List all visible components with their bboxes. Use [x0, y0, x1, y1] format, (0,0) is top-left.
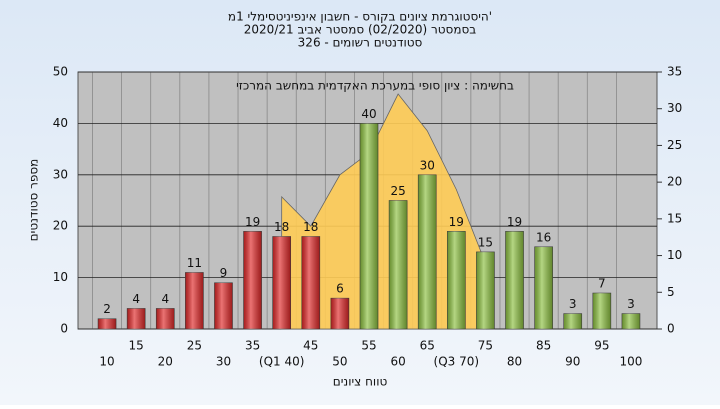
bar-shade	[214, 282, 233, 329]
x-tick-label: 55	[361, 339, 376, 353]
title-line: סטודנטים רשומים - 326	[298, 36, 423, 50]
bar-shade	[505, 231, 524, 329]
x-tick-label: 50	[332, 355, 347, 369]
x-tick-label: 35	[245, 339, 260, 353]
x-tick-label: 25	[187, 339, 202, 353]
data-label: 25	[390, 184, 405, 198]
data-label: 16	[536, 230, 551, 244]
bar-shade	[272, 236, 291, 329]
bar-shade	[592, 293, 611, 329]
y-tick-label: 0	[60, 322, 68, 336]
x-tick-label: 10	[99, 355, 114, 369]
x-tick-label: (Q1 40)	[259, 355, 305, 369]
data-label: 7	[598, 277, 606, 291]
y-tick-label: 50	[53, 65, 68, 79]
y2-tick-label: 0	[667, 322, 675, 336]
bar-shade	[418, 174, 437, 329]
data-label: 3	[627, 297, 635, 311]
data-label: 15	[478, 235, 493, 249]
y2-tick-label: 25	[667, 138, 682, 152]
bar-shade	[330, 298, 349, 329]
data-label: 6	[336, 282, 344, 296]
y2-tick-label: 5	[667, 285, 675, 299]
bar-shade	[185, 272, 204, 329]
x-tick-label: (Q3 70)	[434, 355, 480, 369]
data-label: 9	[220, 266, 228, 280]
data-label: 3	[569, 297, 577, 311]
y2-tick-label: 15	[667, 211, 682, 225]
data-label: 19	[507, 215, 522, 229]
y2-tick-label: 35	[667, 65, 682, 79]
y-tick-label: 30	[53, 167, 68, 181]
x-axis-label: טווח ציונים	[333, 375, 388, 389]
x-tick-label: 100	[619, 355, 642, 369]
x-tick-label: 30	[216, 355, 231, 369]
x-tick-label: 65	[420, 339, 435, 353]
data-label: 30	[420, 158, 435, 172]
title-line: היסטוגרמת ציונים בקורס - חשבון אינפיניטס…	[228, 10, 492, 24]
y-tick-label: 10	[53, 270, 68, 284]
bar-shade	[301, 236, 320, 329]
bar-shade	[447, 231, 466, 329]
x-tick-label: 60	[390, 355, 405, 369]
data-label: 18	[274, 220, 289, 234]
bar-shade	[243, 231, 262, 329]
bar-shade	[98, 318, 117, 329]
bar-shade	[563, 313, 582, 329]
bar-shade	[476, 251, 495, 329]
x-tick-label: 90	[565, 355, 580, 369]
bar-shade	[621, 313, 640, 329]
data-label: 2	[103, 302, 111, 316]
data-label: 4	[132, 292, 140, 306]
title-line: בסמסטר (02/2020) סמסטר אביב 2020/21	[244, 23, 476, 37]
x-tick-label: 95	[594, 339, 609, 353]
x-tick-label: 45	[303, 339, 318, 353]
y-axis-label: מספר סטודנטים	[27, 159, 41, 242]
y2-tick-label: 10	[667, 248, 682, 262]
bar-shade	[389, 200, 408, 329]
y-tick-label: 20	[53, 219, 68, 233]
data-label: 19	[449, 215, 464, 229]
data-label: 11	[187, 256, 202, 270]
x-tick-label: 20	[158, 355, 173, 369]
data-label: 19	[245, 215, 260, 229]
x-tick-label: 15	[129, 339, 144, 353]
data-label: 40	[361, 107, 376, 121]
data-label: 18	[303, 220, 318, 234]
x-tick-label: 80	[507, 355, 522, 369]
bar-shade	[156, 308, 175, 329]
annotation: בחשימה : ציון סופי במערכת האקדמית במחשב …	[236, 79, 514, 93]
bar-shade	[359, 123, 379, 330]
bar-shade	[127, 308, 146, 329]
y-tick-label: 40	[53, 116, 68, 130]
data-label: 4	[161, 292, 169, 306]
y2-tick-label: 20	[667, 175, 682, 189]
y2-tick-label: 30	[667, 101, 682, 115]
x-tick-label: 75	[478, 339, 493, 353]
x-tick-label: 85	[536, 339, 551, 353]
bar-shade	[534, 246, 553, 329]
